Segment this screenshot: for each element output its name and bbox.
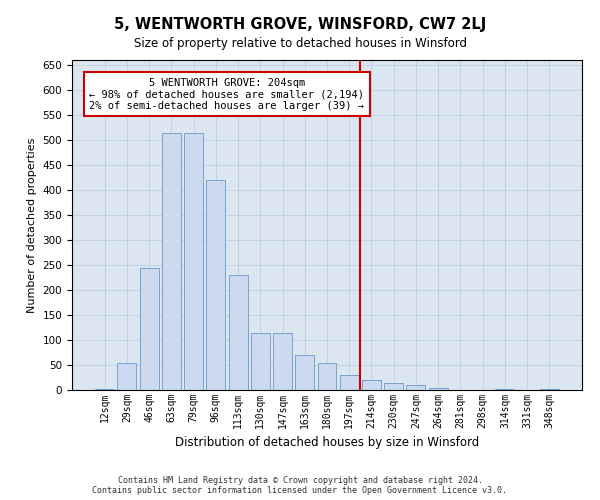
Bar [273,332,292,390]
Bar [229,275,248,390]
X-axis label: Distribution of detached houses by size in Winsford: Distribution of detached houses by size … [175,436,479,450]
Bar [184,132,203,390]
Bar [340,375,359,390]
Bar [540,389,559,390]
Bar [95,389,114,390]
Bar [317,362,337,390]
Y-axis label: Number of detached properties: Number of detached properties [27,138,37,312]
Bar [384,382,403,390]
Text: 5 WENTWORTH GROVE: 204sqm
← 98% of detached houses are smaller (2,194)
2% of sem: 5 WENTWORTH GROVE: 204sqm ← 98% of detac… [89,78,364,110]
Bar [251,332,270,390]
Text: 5, WENTWORTH GROVE, WINSFORD, CW7 2LJ: 5, WENTWORTH GROVE, WINSFORD, CW7 2LJ [114,18,486,32]
Bar [496,389,514,390]
Bar [295,355,314,390]
Bar [206,180,225,390]
Bar [429,388,448,390]
Bar [362,380,381,390]
Bar [140,268,158,390]
Bar [118,362,136,390]
Text: Contains HM Land Registry data © Crown copyright and database right 2024.
Contai: Contains HM Land Registry data © Crown c… [92,476,508,495]
Bar [406,385,425,390]
Bar [162,132,181,390]
Text: Size of property relative to detached houses in Winsford: Size of property relative to detached ho… [133,38,467,51]
